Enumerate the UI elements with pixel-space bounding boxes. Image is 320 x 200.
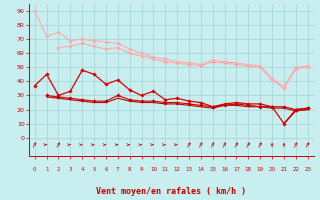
- Text: Vent moyen/en rafales ( km/h ): Vent moyen/en rafales ( km/h ): [96, 187, 246, 196]
